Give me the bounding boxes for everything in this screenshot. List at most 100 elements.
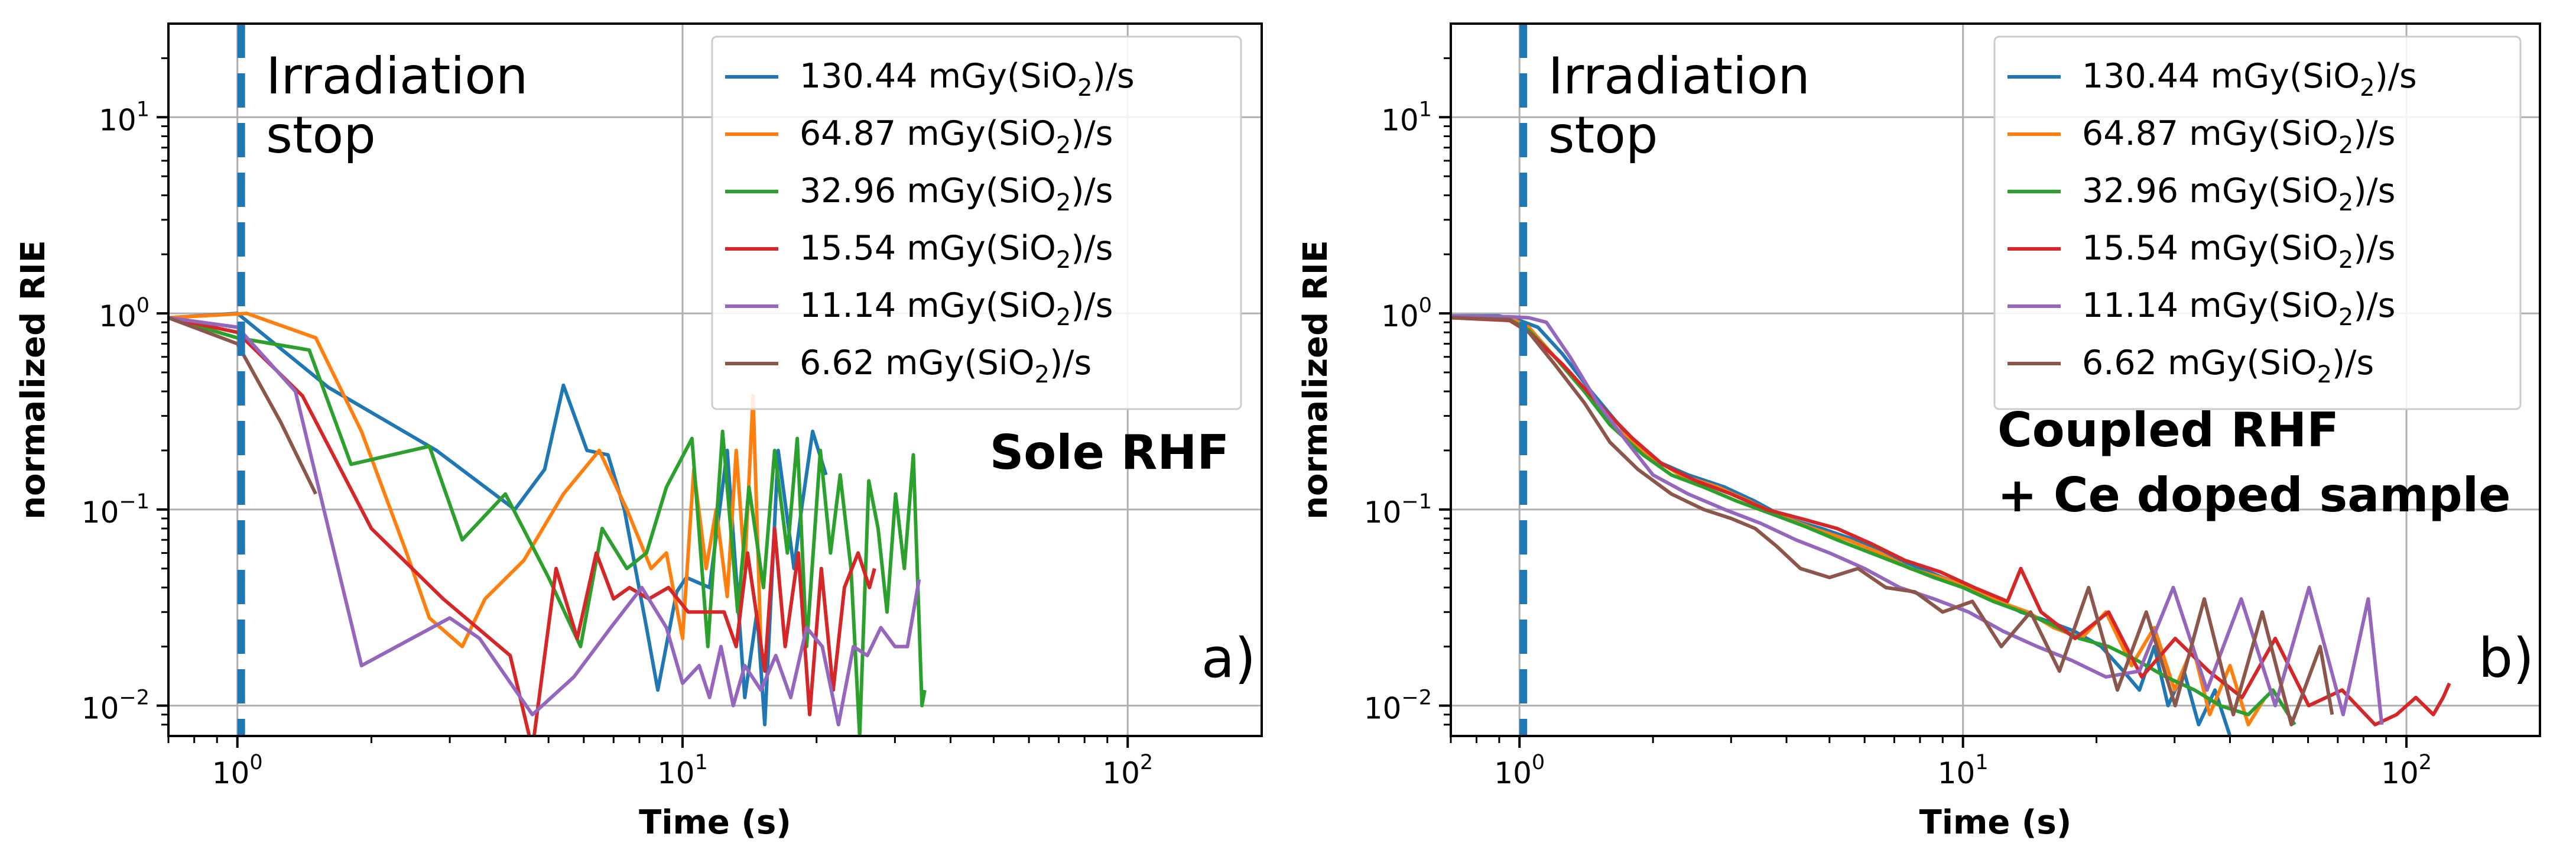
y-tick-base: 10 bbox=[82, 692, 119, 726]
legend-label: 130.44 mGy(SiO2)/s bbox=[2082, 57, 2417, 102]
legend-box bbox=[1993, 35, 2522, 410]
y-tick-exponent: −1 bbox=[1401, 490, 1432, 514]
legend-subscript: 2 bbox=[2338, 304, 2353, 331]
y-tick-base: 10 bbox=[82, 495, 119, 530]
legend-unit-tail: )/s bbox=[2353, 229, 2395, 268]
panel-title-line: Sole RHF bbox=[990, 425, 1229, 480]
y-tick-base: 10 bbox=[1364, 495, 1402, 530]
legend-rate: 64.87 mGy(SiO bbox=[2082, 114, 2338, 153]
legend-unit-tail: )/s bbox=[2353, 286, 2395, 325]
x-tick-base: 10 bbox=[1102, 756, 1140, 790]
legend-subscript: 2 bbox=[2360, 74, 2374, 102]
legend-label: 11.14 mGy(SiO2)/s bbox=[2082, 286, 2395, 331]
y-tick-base: 10 bbox=[99, 103, 137, 137]
panel-title: Sole RHF bbox=[990, 425, 1229, 480]
x-axis-label: Time (s) bbox=[1919, 803, 2072, 842]
x-tick-label: 101 bbox=[657, 751, 708, 790]
legend-label: 64.87 mGy(SiO2)/s bbox=[800, 114, 1113, 159]
y-tick-label: 101 bbox=[99, 98, 150, 137]
x-tick-label: 102 bbox=[1102, 751, 1153, 790]
legend-unit-tail: )/s bbox=[1050, 343, 1092, 382]
panel-label: b) bbox=[2478, 627, 2534, 690]
legend-rate: 15.54 mGy(SiO bbox=[2082, 229, 2338, 268]
legend: 130.44 mGy(SiO2)/s64.87 mGy(SiO2)/s32.96… bbox=[711, 35, 1242, 410]
legend-label: 32.96 mGy(SiO2)/s bbox=[2082, 171, 2395, 216]
x-tick-base: 10 bbox=[212, 756, 250, 790]
annotation-line: stop bbox=[266, 106, 376, 165]
legend-rate: 64.87 mGy(SiO bbox=[800, 114, 1056, 153]
legend-subscript: 2 bbox=[2338, 132, 2353, 159]
legend-subscript: 2 bbox=[2338, 247, 2353, 274]
x-tick-base: 10 bbox=[657, 756, 695, 790]
legend-item: 130.44 mGy(SiO2)/s bbox=[2007, 57, 2417, 102]
legend-unit-tail: )/s bbox=[1071, 229, 1113, 268]
series-line-15.54 bbox=[168, 316, 876, 736]
y-tick-label: 10−2 bbox=[1364, 686, 1432, 726]
y-axis-label: normalized RIE bbox=[14, 240, 53, 520]
legend-item: 6.62 mGy(SiO2)/s bbox=[725, 343, 1092, 388]
x-tick-exponent: 0 bbox=[249, 751, 262, 774]
legend-item: 64.87 mGy(SiO2)/s bbox=[725, 114, 1113, 159]
x-axis-label: Time (s) bbox=[639, 803, 791, 842]
x-tick-exponent: 2 bbox=[1140, 751, 1153, 774]
y-tick-exponent: 0 bbox=[137, 294, 150, 317]
legend-subscript: 2 bbox=[1056, 304, 1071, 331]
y-tick-label: 100 bbox=[1381, 294, 1432, 333]
y-tick-exponent: 1 bbox=[137, 98, 150, 121]
y-tick-label: 100 bbox=[99, 294, 150, 333]
annotation-line: Irradiation bbox=[266, 47, 528, 106]
y-tick-exponent: 0 bbox=[1419, 294, 1432, 317]
y-tick-label: 10−1 bbox=[1364, 490, 1432, 530]
panel-title-line: + Ce doped sample bbox=[1997, 468, 2510, 523]
series-line-32.96 bbox=[168, 316, 927, 736]
legend-subscript: 2 bbox=[1056, 132, 1071, 159]
legend-label: 32.96 mGy(SiO2)/s bbox=[800, 171, 1113, 216]
legend-item: 32.96 mGy(SiO2)/s bbox=[2007, 171, 2395, 216]
legend-unit-tail: )/s bbox=[1071, 114, 1113, 153]
legend-rate: 11.14 mGy(SiO bbox=[800, 286, 1056, 325]
x-tick-base: 10 bbox=[1938, 756, 1976, 790]
legend-item: 32.96 mGy(SiO2)/s bbox=[725, 171, 1113, 216]
x-tick-label: 102 bbox=[2381, 751, 2432, 790]
x-tick-label: 100 bbox=[1494, 751, 1545, 790]
y-tick-base: 10 bbox=[99, 299, 137, 333]
annotation-line: stop bbox=[1548, 106, 1658, 165]
legend-label: 11.14 mGy(SiO2)/s bbox=[800, 286, 1113, 331]
legend-label: 6.62 mGy(SiO2)/s bbox=[2082, 343, 2374, 388]
axes-frame bbox=[167, 22, 1263, 737]
legend-unit-tail: )/s bbox=[1071, 286, 1113, 325]
legend-subscript: 2 bbox=[1056, 247, 1071, 274]
legend-item: 6.62 mGy(SiO2)/s bbox=[2007, 343, 2374, 388]
legend-subscript: 2 bbox=[1077, 74, 1092, 102]
y-tick-exponent: −1 bbox=[119, 490, 150, 514]
y-tick-base: 10 bbox=[1381, 299, 1419, 333]
legend-item: 15.54 mGy(SiO2)/s bbox=[725, 229, 1113, 274]
data-layer bbox=[168, 24, 927, 736]
legend-rate: 32.96 mGy(SiO bbox=[800, 171, 1056, 210]
legend-unit-tail: )/s bbox=[1071, 171, 1113, 210]
x-tick-exponent: 1 bbox=[1975, 751, 1988, 774]
legend-box bbox=[711, 35, 1242, 410]
legend-label: 64.87 mGy(SiO2)/s bbox=[2082, 114, 2395, 159]
annotation-line: Irradiation bbox=[1548, 47, 1810, 106]
legend-rate: 6.62 mGy(SiO bbox=[2082, 343, 2317, 382]
legend-unit-tail: )/s bbox=[2353, 171, 2395, 210]
legend-rate: 130.44 mGy(SiO bbox=[2082, 57, 2360, 96]
panel-title: Coupled RHF + Ce doped sample bbox=[1997, 403, 2510, 523]
data-layer bbox=[1451, 24, 2451, 736]
panel-label: a) bbox=[1201, 627, 1256, 690]
y-tick-exponent: −2 bbox=[1401, 686, 1432, 710]
series-line-32.96 bbox=[1451, 316, 2296, 726]
legend-label: 15.54 mGy(SiO2)/s bbox=[800, 229, 1113, 274]
legend-label: 15.54 mGy(SiO2)/s bbox=[2082, 229, 2395, 274]
x-tick-exponent: 2 bbox=[2419, 751, 2432, 774]
y-tick-label: 10−2 bbox=[82, 686, 150, 726]
legend-item: 130.44 mGy(SiO2)/s bbox=[725, 57, 1135, 102]
y-tick-base: 10 bbox=[1381, 103, 1419, 137]
panel-title-line: Coupled RHF bbox=[1997, 403, 2339, 458]
legend-label: 6.62 mGy(SiO2)/s bbox=[800, 343, 1092, 388]
y-tick-base: 10 bbox=[1364, 692, 1402, 726]
axes-frame bbox=[1450, 22, 2541, 737]
